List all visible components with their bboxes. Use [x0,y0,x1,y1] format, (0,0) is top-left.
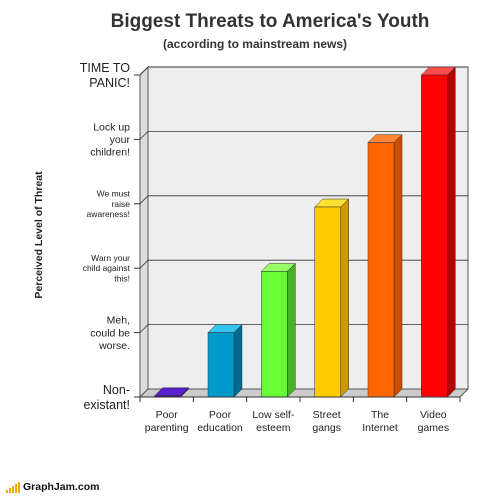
y-tick-label: worse. [98,340,130,352]
y-tick-label: Lock up [93,121,130,133]
plot-floor [138,388,470,398]
x-tick-label: Street [313,409,341,421]
bar-side [447,66,456,398]
bar [207,332,235,398]
y-tick-label: Non- [103,383,130,397]
x-tick-label: parenting [145,422,189,434]
bar-side [393,134,403,398]
gridline-side [139,66,149,76]
y-tick-label: We must [97,189,131,199]
gridline-side [139,324,149,333]
y-tick-label: PANIC! [89,76,130,90]
bar [261,271,288,398]
graphjam-logo-icon [6,481,20,493]
bar [314,206,341,398]
x-tick-label: Poor [156,409,179,421]
y-tick-label: TIME TO [80,61,131,75]
x-tick-label: Video [420,409,447,421]
x-tick-label: Internet [362,422,398,434]
gridline-side [139,131,149,140]
bar [367,142,395,398]
x-tick-label: esteem [256,422,291,434]
chart-subtitle: (according to mainstream news) [163,37,347,51]
y-tick-label: awareness! [87,209,130,219]
bar-side [340,198,349,398]
y-tick-label: could be [90,327,130,339]
x-tick-label: gangs [312,422,341,434]
x-tick-label: games [418,422,450,434]
footer: GraphJam.com [6,479,99,495]
plot-side-wall [139,65,149,399]
y-tick-label: this! [114,273,130,283]
chart-title: Biggest Threats to America's Youth [111,11,430,32]
y-tick-label: raise [112,199,131,209]
plot-background [147,66,469,390]
gridline-side [139,259,149,269]
y-axis-label: Perceived Level of Threat [33,171,45,299]
y-tick-label: your [110,134,131,146]
y-tick-label: child against [83,263,131,273]
bar-side [233,323,243,398]
x-tick-label: The [371,409,389,421]
y-tick-label: Warn your [91,253,130,263]
y-tick-label: children! [90,147,130,159]
y-tick-label: Meh, [107,315,130,327]
bar-side [287,262,296,398]
bar [421,74,448,398]
footer-brand: GraphJam.com [23,481,100,493]
gridline-side [139,195,149,205]
x-tick-label: Poor [209,409,232,421]
x-tick-label: education [197,422,243,434]
x-tick-label: Low self- [252,409,295,421]
y-tick-label: existant! [83,398,130,412]
